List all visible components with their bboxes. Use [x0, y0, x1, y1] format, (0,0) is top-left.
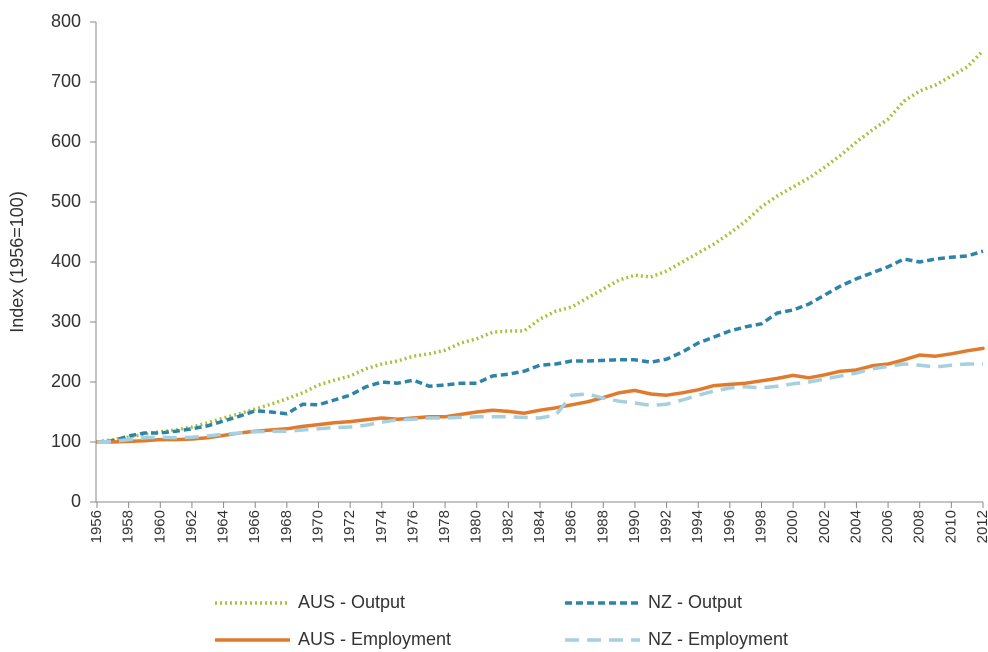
x-tick-label: 1990 [626, 510, 643, 543]
x-tick-label: 1966 [246, 510, 263, 543]
x-tick-label: 1976 [404, 510, 421, 543]
x-tick-label: 1986 [563, 510, 580, 543]
x-tick-label: 1962 [183, 510, 200, 543]
y-tick-label: 100 [51, 431, 81, 451]
series-line [96, 362, 983, 444]
x-tick-label: 1968 [278, 510, 295, 543]
x-tick-label: 1960 [151, 510, 168, 543]
x-tick-label: 2008 [911, 510, 928, 543]
legend-label: NZ - Output [648, 592, 742, 612]
legend-label: NZ - Employment [648, 629, 788, 649]
x-tick-label: 1974 [373, 510, 390, 543]
x-tick-label: 1956 [88, 510, 105, 543]
y-tick-label: 800 [51, 11, 81, 31]
y-tick-label: 600 [51, 131, 81, 151]
x-tick-label: 1996 [721, 510, 738, 543]
y-tick-label: 300 [51, 311, 81, 331]
x-tick-label: 1992 [658, 510, 675, 543]
x-tick-label: 1994 [689, 510, 706, 543]
x-tick-label: 1978 [436, 510, 453, 543]
series-line [96, 49, 985, 444]
legend-label: AUS - Employment [298, 629, 451, 649]
x-tick-label: 2012 [974, 510, 988, 543]
y-tick-label: 200 [51, 371, 81, 391]
y-tick-label: 400 [51, 251, 81, 271]
y-tick-label: 700 [51, 71, 81, 91]
x-tick-label: 1998 [752, 510, 769, 543]
x-tick-label: 2010 [942, 510, 959, 543]
x-tick-label: 1958 [120, 510, 137, 543]
x-tick-label: 1988 [594, 510, 611, 543]
series-line [96, 249, 984, 444]
x-tick-label: 2002 [816, 510, 833, 543]
x-tick-label: 2000 [784, 510, 801, 543]
y-tick-label: 0 [71, 491, 81, 511]
y-axis-title: Index (1956=100) [7, 191, 27, 333]
x-tick-label: 1984 [531, 510, 548, 543]
x-tick-label: 1970 [309, 510, 326, 543]
series-line [95, 346, 985, 444]
x-tick-label: 2006 [879, 510, 896, 543]
x-tick-label: 2004 [847, 510, 864, 543]
legend-label: AUS - Output [298, 592, 405, 612]
x-tick-label: 1972 [341, 510, 358, 543]
y-tick-label: 500 [51, 191, 81, 211]
x-tick-label: 1964 [215, 510, 232, 543]
x-tick-label: 1980 [468, 510, 485, 543]
x-tick-label: 1982 [499, 510, 516, 543]
